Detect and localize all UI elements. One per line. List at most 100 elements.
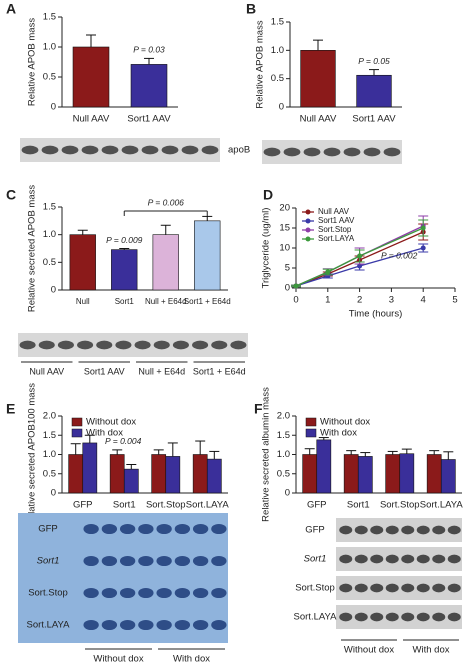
y-tick-label: 0.5 — [43, 72, 56, 83]
blot-row-label: GFP — [305, 525, 325, 536]
blot-band — [363, 147, 381, 157]
bar — [68, 454, 84, 494]
y-tick-label: 1.5 — [277, 430, 290, 441]
line — [295, 227, 424, 287]
blot-band — [83, 587, 99, 599]
y-tick-label: 0 — [51, 488, 56, 499]
blot-band — [385, 554, 399, 564]
blot-band — [303, 147, 321, 157]
blot-band — [211, 340, 228, 350]
y-tick-label: 10 — [279, 243, 290, 254]
blot-band — [354, 525, 368, 535]
panel-letter: E — [6, 401, 15, 417]
x-tick-label: GFP — [307, 500, 327, 511]
y-tick-label: 5 — [285, 263, 290, 274]
bar — [440, 459, 456, 494]
blot-band — [138, 523, 154, 535]
x-tick-label: Null — [76, 297, 90, 306]
legend-label: Without dox — [320, 417, 370, 428]
bar — [82, 442, 98, 494]
blot-band — [192, 340, 209, 350]
blot-label: Null + E64d — [138, 366, 185, 376]
blot-band — [230, 340, 247, 350]
y-tick-label: 0.5 — [43, 257, 56, 268]
blot-band — [119, 523, 136, 535]
y-tick-label: 1.5 — [271, 17, 284, 28]
blot-row-label: Sort.Stop — [295, 583, 335, 594]
blot-band — [134, 340, 151, 350]
legend-label: Sort.Stop — [318, 225, 352, 234]
bar — [151, 454, 167, 494]
x-tick-label: Sort1 — [347, 500, 370, 511]
legend-label: Sort.LAYA — [318, 234, 355, 243]
legend-swatch — [71, 417, 83, 427]
panel-letter: D — [263, 187, 273, 203]
x-tick-label: 2 — [357, 295, 362, 306]
blot-band — [354, 554, 368, 564]
y-tick-label: 1.0 — [43, 42, 56, 53]
blot-band — [61, 145, 79, 155]
bar — [206, 458, 222, 494]
blot-band — [119, 619, 136, 631]
legend-label: With dox — [86, 428, 123, 439]
y-tick-label: 2.0 — [277, 411, 290, 422]
y-tick-label: 1.0 — [43, 449, 56, 460]
y-tick-label: 20 — [279, 203, 290, 214]
blot-band — [323, 147, 341, 157]
blot-band — [383, 147, 401, 157]
blot-band — [156, 523, 172, 535]
bar — [302, 454, 318, 494]
annotation: P = 0.03 — [133, 45, 165, 55]
bar — [316, 439, 332, 494]
x-tick-label: 4 — [421, 295, 426, 306]
x-tick-label: Null AAV — [73, 114, 110, 125]
x-tick-label: Sort.LAYA — [420, 500, 464, 511]
blot-band — [174, 555, 191, 567]
x-tick-label: 3 — [389, 295, 394, 306]
blot-band — [416, 612, 430, 622]
blot-band — [119, 587, 136, 599]
blot-row-label: Sort1 — [37, 556, 60, 567]
blot-band — [416, 583, 430, 593]
blot-band — [156, 555, 172, 567]
line — [295, 247, 424, 287]
annotation: P = 0.05 — [358, 56, 390, 66]
x-tick-label: 5 — [452, 295, 457, 306]
blot-band — [192, 587, 209, 599]
blot-band — [447, 583, 461, 593]
x-tick-label: Sort.Stop — [146, 500, 186, 511]
blot-row-label: Sort.Stop — [28, 588, 68, 599]
bar — [111, 249, 138, 291]
blot-band — [174, 587, 191, 599]
x-tick-label: Sort1 + E64d — [184, 297, 231, 306]
x-tick-label: Sort.LAYA — [186, 500, 230, 511]
blot-band — [416, 554, 430, 564]
blot-band — [41, 145, 59, 155]
blot-band — [83, 555, 99, 567]
blot-band — [432, 554, 446, 564]
blot-row-label: Sort.LAYA — [294, 612, 338, 623]
blot-band — [401, 554, 415, 564]
bar — [130, 64, 168, 108]
blot-band — [57, 340, 74, 350]
bar — [357, 456, 373, 494]
bar — [300, 50, 336, 108]
panel-letter: B — [246, 1, 256, 17]
blot-band — [156, 587, 172, 599]
y-tick-label: 0 — [51, 102, 56, 113]
bar — [399, 453, 415, 494]
blot-band — [339, 554, 353, 564]
y-tick-label: 0 — [285, 488, 290, 499]
y-tick-label: 2.0 — [43, 411, 56, 422]
x-tick-label: Sort1 — [115, 297, 135, 306]
y-tick-label: 0 — [51, 285, 56, 296]
blot-band — [354, 583, 368, 593]
y-tick-label: 1.5 — [43, 430, 56, 441]
blot-band — [156, 619, 172, 631]
blot — [18, 333, 248, 357]
y-tick-label: 1.0 — [277, 449, 290, 460]
blot-band — [174, 619, 191, 631]
blot-row-label: Sort.LAYA — [27, 620, 71, 631]
blot-band — [77, 340, 94, 350]
x-tick-label: Null + E64d — [145, 297, 187, 306]
